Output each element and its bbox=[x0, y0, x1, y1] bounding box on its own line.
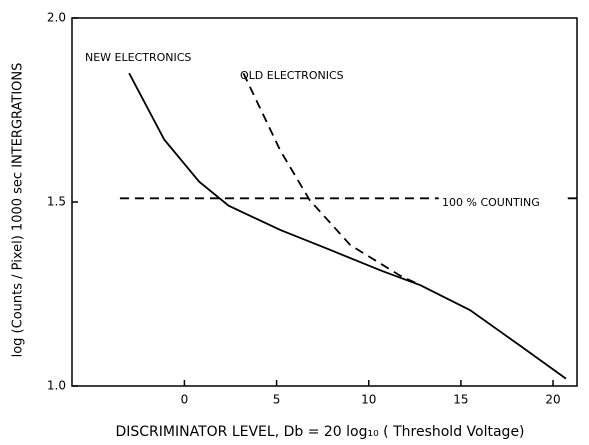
x-tick-label: 10 bbox=[361, 393, 376, 407]
line bbox=[242, 72, 421, 286]
y-tick-label: 1.0 bbox=[47, 379, 66, 393]
y-tick-label: 1.5 bbox=[47, 195, 66, 209]
y-tick-label: 2.0 bbox=[47, 11, 66, 25]
x-tick-label: 0 bbox=[181, 393, 189, 407]
series-label: OLD ELECTRONICS bbox=[240, 69, 344, 82]
y-axis-label: log (Counts / Pixel) 1000 sec INTERGRATI… bbox=[11, 63, 26, 358]
x-tick-label: 5 bbox=[273, 393, 281, 407]
line bbox=[128, 72, 567, 380]
series-label: 100 % COUNTING bbox=[442, 196, 540, 209]
series-label: NEW ELECTRONICS bbox=[85, 51, 191, 64]
x-tick-label: 20 bbox=[545, 393, 560, 407]
x-axis-label: DISCRIMINATOR LEVEL, Db = 20 log₁₀ ( Thr… bbox=[115, 424, 524, 440]
x-tick-label: 15 bbox=[453, 393, 468, 407]
